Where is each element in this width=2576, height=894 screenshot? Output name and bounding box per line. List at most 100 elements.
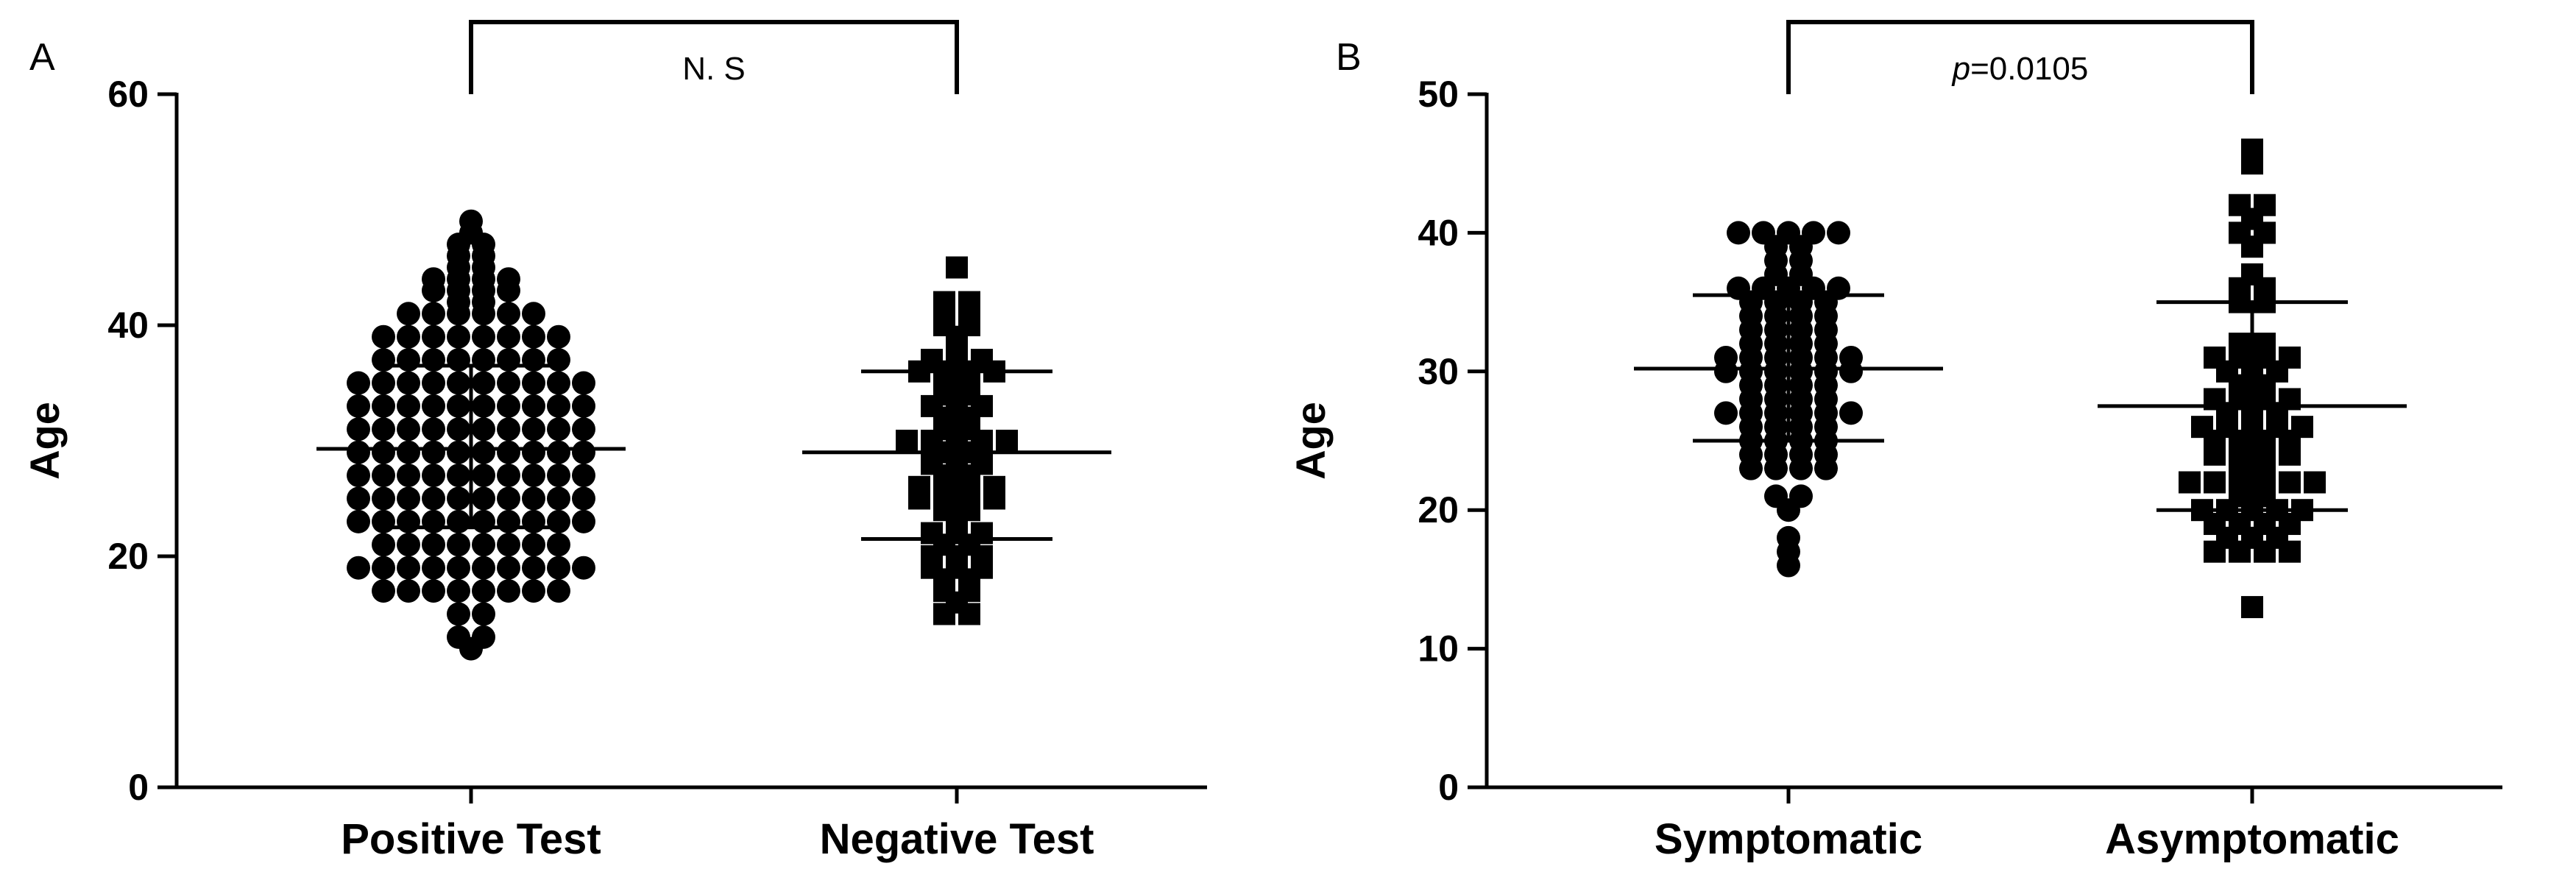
data-point xyxy=(397,556,420,580)
data-point xyxy=(2204,540,2226,563)
data-point xyxy=(522,509,545,533)
data-point xyxy=(497,486,520,511)
data-point xyxy=(422,486,445,511)
data-point xyxy=(372,324,395,349)
data-point xyxy=(422,302,445,326)
data-point xyxy=(347,394,370,418)
data-point xyxy=(447,579,470,603)
series-positive-test xyxy=(316,209,626,661)
data-point xyxy=(447,533,470,557)
data-point xyxy=(572,464,595,488)
category-label: Negative Test xyxy=(820,815,1094,863)
data-point xyxy=(497,556,520,580)
y-axis-title: Age xyxy=(21,402,68,480)
data-point xyxy=(1727,221,1750,245)
data-point xyxy=(996,430,1018,452)
data-point xyxy=(2241,235,2263,258)
data-point xyxy=(372,440,395,464)
data-point xyxy=(983,487,1005,510)
chart-panel-b: B 0 10 20 30 40 50 Age Symptomatic Asymptomatic p=… xyxy=(1287,20,2502,863)
data-point xyxy=(472,417,495,441)
data-point xyxy=(397,464,420,488)
data-point xyxy=(422,556,445,580)
data-point xyxy=(1839,359,1863,383)
category-label: Symptomatic xyxy=(1655,815,1922,863)
data-point xyxy=(447,486,470,511)
data-point xyxy=(447,440,470,464)
data-point xyxy=(522,440,545,464)
data-point xyxy=(958,603,980,625)
data-point xyxy=(572,371,595,395)
data-point xyxy=(447,509,470,533)
data-point xyxy=(372,579,395,603)
data-point xyxy=(447,394,470,418)
data-point xyxy=(497,464,520,488)
significance-value: N. S xyxy=(682,51,746,87)
data-point xyxy=(497,348,520,372)
data-point xyxy=(547,417,570,441)
data-point xyxy=(547,533,570,557)
y-tick-label: 10 xyxy=(1418,628,1459,670)
data-point xyxy=(347,509,370,533)
data-point xyxy=(522,579,545,603)
data-point xyxy=(522,486,545,511)
data-point xyxy=(447,602,470,626)
data-point xyxy=(896,430,918,452)
y-tick-label: 50 xyxy=(1418,74,1459,115)
data-point xyxy=(347,486,370,511)
category-label: Positive Test xyxy=(341,815,601,863)
data-point xyxy=(472,509,495,533)
data-point xyxy=(2241,152,2263,175)
data-point xyxy=(472,371,495,395)
data-point xyxy=(1764,456,1788,480)
significance-label: N. S xyxy=(682,51,746,87)
data-point xyxy=(347,464,370,488)
data-point xyxy=(522,371,545,395)
data-point xyxy=(397,509,420,533)
data-point xyxy=(572,486,595,511)
significance-label: p=0.0105 xyxy=(1951,51,2089,87)
data-point xyxy=(472,440,495,464)
data-point xyxy=(547,509,570,533)
data-point xyxy=(447,464,470,488)
data-point xyxy=(447,417,470,441)
data-point xyxy=(2279,471,2301,494)
data-point xyxy=(397,324,420,349)
data-point xyxy=(497,579,520,603)
data-point xyxy=(397,533,420,557)
y-tick-label: 20 xyxy=(1418,489,1459,531)
data-point xyxy=(2279,540,2301,563)
data-point xyxy=(946,256,968,279)
data-point xyxy=(2279,443,2301,466)
y-axis-title: Age xyxy=(1287,402,1334,480)
data-point xyxy=(422,440,445,464)
data-point xyxy=(447,556,470,580)
data-point xyxy=(472,464,495,488)
data-point xyxy=(447,348,470,372)
data-point xyxy=(547,324,570,349)
data-point xyxy=(1839,401,1863,425)
data-point xyxy=(572,509,595,533)
data-point xyxy=(372,394,395,418)
data-point xyxy=(497,324,520,349)
data-point xyxy=(347,556,370,580)
data-point xyxy=(347,417,370,441)
y-tick-label: 0 xyxy=(128,767,149,808)
data-point xyxy=(447,324,470,349)
significance-italic: p xyxy=(1951,51,1970,87)
data-point xyxy=(422,324,445,349)
data-point xyxy=(547,464,570,488)
y-tick-label: 0 xyxy=(1438,767,1459,808)
data-point xyxy=(2229,540,2251,563)
data-point xyxy=(472,324,495,349)
data-point xyxy=(422,509,445,533)
data-point xyxy=(497,509,520,533)
data-point xyxy=(497,371,520,395)
data-point xyxy=(372,417,395,441)
significance-bracket xyxy=(1786,20,2254,94)
data-point xyxy=(547,486,570,511)
data-point xyxy=(422,533,445,557)
data-point xyxy=(472,348,495,372)
category-label: Asymptomatic xyxy=(2105,815,2399,863)
